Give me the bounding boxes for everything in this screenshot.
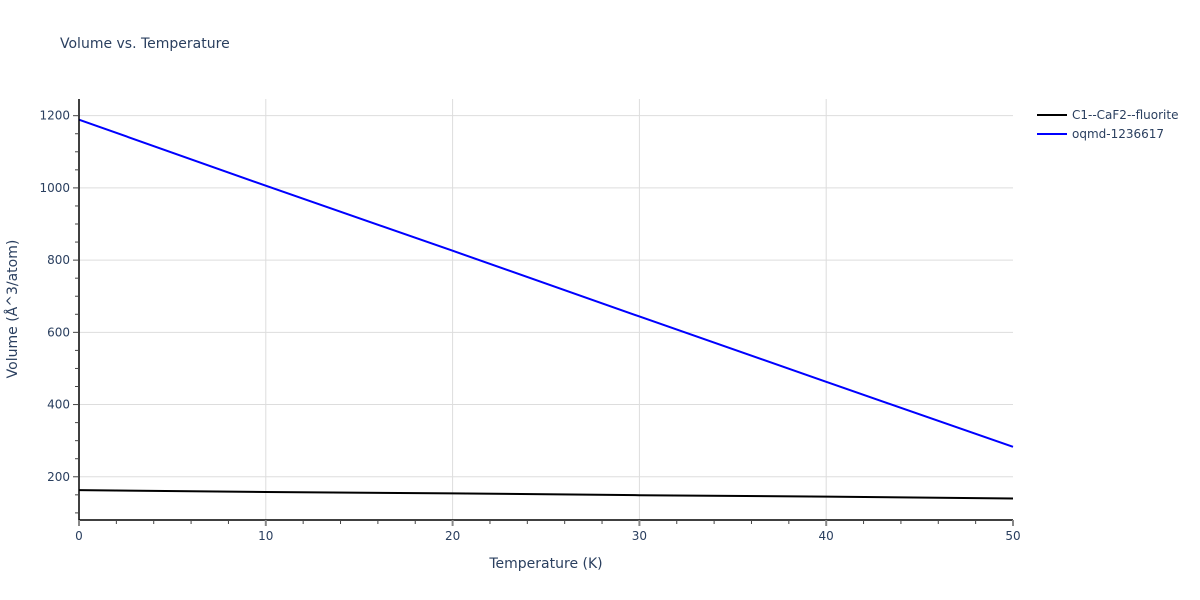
x-tick-label: 50 [1005,529,1020,543]
legend-label: oqmd-1236617 [1072,127,1164,141]
y-tick-label: 1200 [39,109,70,123]
chart-title: Volume vs. Temperature [60,36,230,52]
axes: 0 10 20 30 40 50 200 400 600 800 1000 1200 [39,99,1021,543]
x-axis-title: Temperature (K) [488,556,602,572]
legend[interactable]: C1--CaF2--fluorite oqmd-1236617 [1037,108,1178,141]
series-line-C1--CaF2--fluorite[interactable] [78,489,1014,500]
y-tick-label: 200 [47,470,70,484]
x-tick-label: 20 [445,529,460,543]
legend-item[interactable]: oqmd-1236617 [1037,127,1164,141]
x-tick-label: 30 [632,529,647,543]
y-tick-label: 400 [47,398,70,412]
y-tick-label: 1000 [39,181,70,195]
gridlines [79,99,1013,520]
x-tick-label: 40 [819,529,834,543]
y-tick-label: 800 [47,253,70,267]
y-axis-title: Volume (Å^3/atom) [4,240,21,379]
legend-item[interactable]: C1--CaF2--fluorite [1037,108,1178,122]
series-line-oqmd-1236617[interactable] [78,118,1014,448]
plot-series[interactable] [78,118,1014,500]
y-tick-label: 600 [47,325,70,339]
legend-label: C1--CaF2--fluorite [1072,108,1178,122]
x-tick-label: 0 [75,529,83,543]
x-tick-label: 10 [258,529,273,543]
